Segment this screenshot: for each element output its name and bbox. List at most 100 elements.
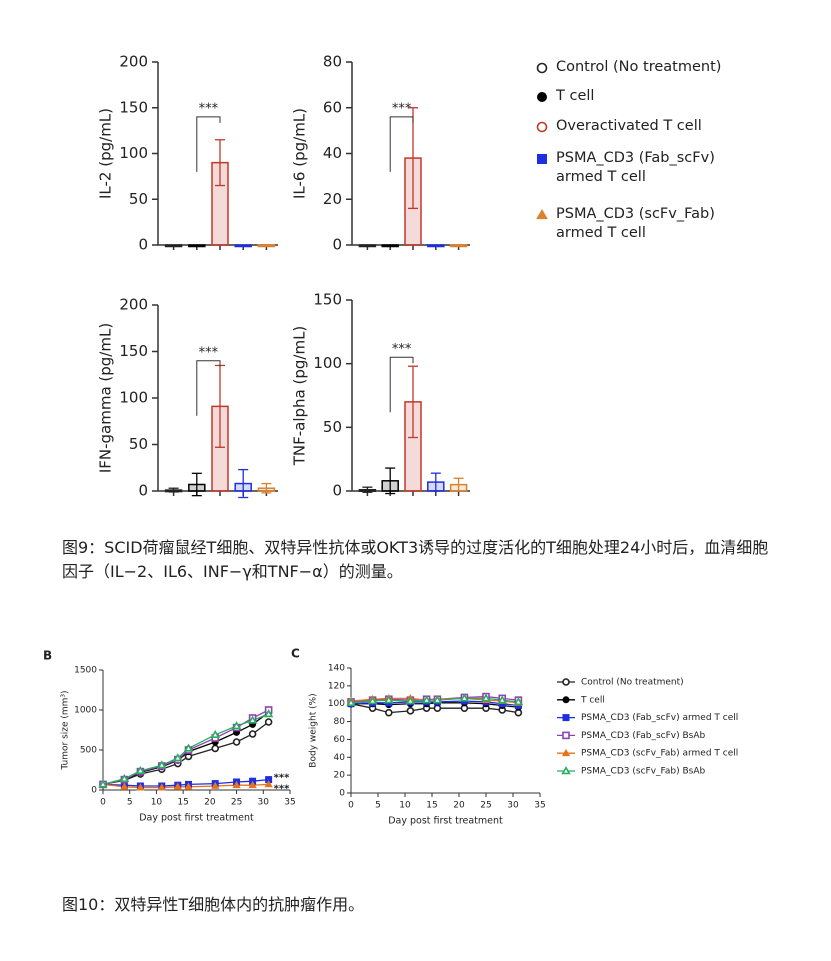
data-point <box>231 721 242 730</box>
data-point <box>120 782 129 790</box>
data-point <box>173 782 182 790</box>
y-tick-label: 40 <box>334 753 346 763</box>
significance-label: *** <box>199 345 219 360</box>
y-tick-label: 1000 <box>74 706 97 716</box>
data-point <box>183 743 194 752</box>
data-point <box>367 696 378 705</box>
legend-marker <box>562 714 570 722</box>
y-tick-label: 50 <box>129 435 148 453</box>
significance-bracket <box>196 116 221 172</box>
bar <box>381 244 399 248</box>
y-tick-label: 100 <box>313 354 342 372</box>
data-point <box>98 779 108 788</box>
y-tick-label: 150 <box>119 342 148 360</box>
legend-label: PSMA_CD3 (Fab_scFv) armed T cell <box>556 150 715 185</box>
legend-marker <box>562 696 570 704</box>
data-point <box>513 697 524 706</box>
series-line <box>350 697 519 704</box>
data-point <box>247 715 258 724</box>
series-line <box>102 783 269 789</box>
legend-marker <box>536 62 548 74</box>
caption: 图9：SCID荷瘤鼠经T细胞、双特异性抗体或OKT3诱导的过度活化的T细胞处理2… <box>62 538 769 581</box>
x-tick-label: 25 <box>480 801 491 811</box>
bar <box>164 244 183 248</box>
legend-label: PSMA_CD3 (Fab_scFv) BsAb <box>581 731 705 741</box>
series-line <box>102 713 269 786</box>
error-bar <box>430 472 441 492</box>
y-axis-label: TNF-alpha (pg/mL) <box>291 326 309 467</box>
y-tick-label: 50 <box>129 190 148 208</box>
x-tick-label: 0 <box>100 798 106 808</box>
y-tick-label: 200 <box>119 296 148 314</box>
significance-bracket <box>389 356 414 413</box>
y-axis-label: IL-2 (pg/mL) <box>97 108 115 199</box>
significance-bracket <box>196 360 221 416</box>
legend-label: T cell <box>556 88 595 104</box>
data-point <box>184 782 193 790</box>
y-tick-label: 100 <box>119 389 148 407</box>
error-bar <box>453 477 464 492</box>
y-axis-label: Body weight (%) <box>309 693 319 767</box>
data-point <box>136 783 145 791</box>
y-tick-label: 60 <box>323 98 342 116</box>
data-point <box>263 709 274 718</box>
legend-marker <box>537 154 547 164</box>
legend-label: T cell <box>580 695 605 705</box>
x-tick-label: 25 <box>231 798 242 808</box>
x-tick-label: 10 <box>399 801 411 811</box>
data-point <box>264 780 273 788</box>
y-tick-label: 200 <box>119 53 148 71</box>
data-point <box>211 744 219 753</box>
data-point <box>210 729 220 739</box>
y-tick-label: 0 <box>339 789 345 799</box>
caption: 图10：双特异性T细胞体内的抗肿瘤作用。 <box>62 895 365 914</box>
data-point <box>421 695 432 704</box>
data-point <box>248 730 257 738</box>
data-point <box>119 773 130 783</box>
x-tick-label: 5 <box>375 801 381 811</box>
legend-marker <box>536 209 548 220</box>
y-axis-label: Tumor size (mm³) <box>61 690 71 770</box>
y-tick-label: 140 <box>328 664 345 674</box>
x-tick-label: 15 <box>177 798 188 808</box>
legend-label: PSMA_CD3 (scFv_Fab) armed T cell <box>556 206 715 241</box>
significance-label: *** <box>199 101 219 116</box>
y-tick-label: 40 <box>323 144 342 162</box>
panel-label: C <box>291 647 300 661</box>
data-point <box>497 695 507 704</box>
y-tick-label: 500 <box>80 746 97 756</box>
error-bar <box>362 486 373 493</box>
legend-marker <box>537 92 547 102</box>
x-axis-label: Day post first treatment <box>388 816 503 827</box>
bar <box>358 244 377 248</box>
legend-label: PSMA_CD3 (scFv_Fab) BsAb <box>581 767 705 777</box>
y-tick-label: 100 <box>119 144 148 162</box>
y-tick-label: 60 <box>334 735 346 745</box>
y-tick-label: 0 <box>91 786 97 796</box>
legend-marker <box>562 678 570 686</box>
y-tick-label: 150 <box>313 291 342 309</box>
data-point <box>232 738 241 746</box>
bar <box>427 244 445 248</box>
data-point <box>173 753 183 762</box>
legend-label: Control (No treatment) <box>556 59 722 75</box>
data-point <box>248 780 257 789</box>
x-tick-label: 35 <box>284 798 295 808</box>
legend-marker <box>536 121 548 133</box>
legend-marker <box>561 748 571 757</box>
legend-label: Overactivated T cell <box>556 118 702 134</box>
y-tick-label: 0 <box>138 482 148 500</box>
error-bar <box>215 139 225 187</box>
y-tick-label: 20 <box>334 771 346 781</box>
data-point <box>406 707 415 715</box>
y-tick-label: 0 <box>138 236 148 254</box>
data-point <box>459 693 470 702</box>
series-line <box>350 700 519 707</box>
x-tick-label: 30 <box>258 798 270 808</box>
x-tick-label: 5 <box>127 798 133 808</box>
bar <box>234 244 252 248</box>
y-tick-label: 50 <box>323 418 342 436</box>
data-point <box>432 695 443 704</box>
